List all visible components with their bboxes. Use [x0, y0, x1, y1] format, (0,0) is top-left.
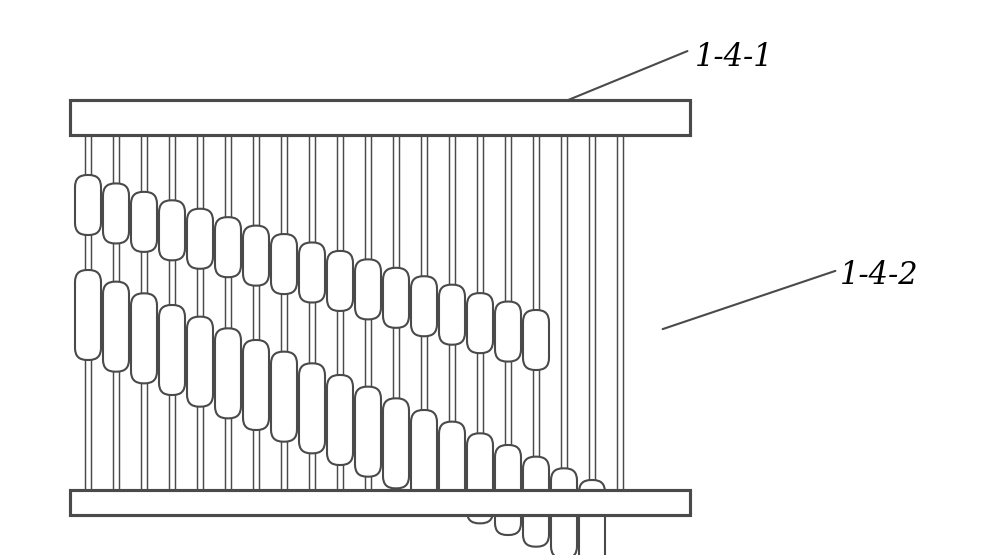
Bar [337, 135, 343, 490]
FancyBboxPatch shape [439, 285, 465, 345]
Bar [533, 135, 539, 490]
FancyBboxPatch shape [159, 305, 185, 395]
FancyBboxPatch shape [355, 387, 381, 477]
FancyBboxPatch shape [299, 364, 325, 453]
Bar [477, 135, 483, 490]
FancyBboxPatch shape [103, 184, 129, 244]
Bar [70, 100, 690, 135]
FancyBboxPatch shape [271, 352, 297, 442]
FancyBboxPatch shape [327, 375, 353, 465]
FancyBboxPatch shape [103, 282, 129, 372]
FancyBboxPatch shape [383, 398, 409, 488]
Bar [589, 135, 595, 490]
FancyBboxPatch shape [411, 276, 437, 336]
Bar [421, 135, 427, 490]
Bar [113, 135, 119, 490]
Bar [169, 135, 175, 490]
FancyBboxPatch shape [523, 310, 549, 370]
Bar [365, 135, 371, 490]
FancyBboxPatch shape [131, 294, 157, 384]
FancyBboxPatch shape [271, 234, 297, 294]
FancyBboxPatch shape [327, 251, 353, 311]
Bar [561, 135, 567, 490]
Bar [225, 135, 231, 490]
FancyBboxPatch shape [523, 457, 549, 547]
Bar [197, 135, 203, 490]
FancyBboxPatch shape [355, 259, 381, 319]
FancyBboxPatch shape [215, 217, 241, 277]
Bar [449, 135, 455, 490]
Bar [70, 490, 690, 515]
Text: 1-4-2: 1-4-2 [840, 260, 919, 291]
Bar [253, 135, 259, 490]
Bar [393, 135, 399, 490]
Bar [617, 135, 623, 490]
FancyBboxPatch shape [75, 270, 101, 360]
Text: 1-4-1: 1-4-1 [695, 42, 774, 73]
FancyBboxPatch shape [579, 480, 605, 555]
FancyBboxPatch shape [187, 317, 213, 407]
FancyBboxPatch shape [299, 243, 325, 302]
FancyBboxPatch shape [551, 468, 577, 555]
Bar [505, 135, 511, 490]
FancyBboxPatch shape [411, 410, 437, 500]
FancyBboxPatch shape [159, 200, 185, 260]
FancyBboxPatch shape [131, 192, 157, 252]
FancyBboxPatch shape [75, 175, 101, 235]
FancyBboxPatch shape [467, 433, 493, 523]
FancyBboxPatch shape [495, 445, 521, 535]
FancyBboxPatch shape [439, 422, 465, 512]
FancyBboxPatch shape [215, 329, 241, 418]
Bar [85, 135, 91, 490]
FancyBboxPatch shape [187, 209, 213, 269]
Bar [309, 135, 315, 490]
FancyBboxPatch shape [243, 340, 269, 430]
Bar [281, 135, 287, 490]
Bar [141, 135, 147, 490]
FancyBboxPatch shape [243, 226, 269, 286]
FancyBboxPatch shape [467, 293, 493, 353]
FancyBboxPatch shape [495, 301, 521, 361]
FancyBboxPatch shape [383, 268, 409, 328]
